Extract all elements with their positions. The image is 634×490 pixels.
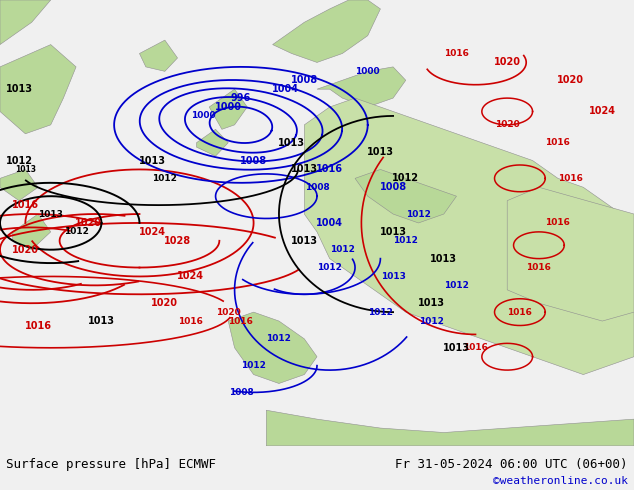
Text: 1016: 1016 <box>228 317 254 325</box>
Text: 1016: 1016 <box>526 263 552 272</box>
Text: 1016: 1016 <box>444 49 469 58</box>
Text: 1008: 1008 <box>228 388 254 397</box>
Text: 1016: 1016 <box>507 308 533 317</box>
Text: 1012: 1012 <box>406 210 431 219</box>
Polygon shape <box>355 170 456 223</box>
Text: 1004: 1004 <box>272 84 299 94</box>
Polygon shape <box>273 0 380 62</box>
Text: 1008: 1008 <box>291 75 318 85</box>
Text: ©weatheronline.co.uk: ©weatheronline.co.uk <box>493 476 628 486</box>
Text: 1013: 1013 <box>443 343 470 353</box>
Text: 1016: 1016 <box>545 219 571 227</box>
Text: 1016: 1016 <box>25 320 51 331</box>
Text: 1013: 1013 <box>380 227 406 237</box>
Text: 1008: 1008 <box>240 155 267 166</box>
Text: 1012: 1012 <box>266 334 292 343</box>
Text: 1012: 1012 <box>392 173 419 183</box>
Text: 1020: 1020 <box>75 218 102 228</box>
Text: 1013: 1013 <box>367 147 394 157</box>
Text: 1008: 1008 <box>380 182 406 192</box>
Text: 1012: 1012 <box>444 281 469 290</box>
Text: 1012: 1012 <box>368 308 393 317</box>
Text: 996: 996 <box>231 93 251 103</box>
Text: 1012: 1012 <box>63 227 89 236</box>
Text: Surface pressure [hPa] ECMWF: Surface pressure [hPa] ECMWF <box>6 458 216 471</box>
Text: 1020: 1020 <box>216 308 241 317</box>
Text: Fr 31-05-2024 06:00 UTC (06+00): Fr 31-05-2024 06:00 UTC (06+00) <box>395 458 628 471</box>
Polygon shape <box>0 170 38 201</box>
Polygon shape <box>266 410 634 446</box>
Text: 1013: 1013 <box>418 298 444 308</box>
Text: 1013: 1013 <box>278 138 305 147</box>
Text: 1016: 1016 <box>545 138 571 147</box>
Polygon shape <box>0 45 76 134</box>
Text: 1012: 1012 <box>152 174 178 183</box>
Polygon shape <box>228 312 317 384</box>
Text: 1000: 1000 <box>356 67 380 76</box>
Text: 1020: 1020 <box>495 121 520 129</box>
Text: 1013: 1013 <box>291 165 318 174</box>
Text: 1024: 1024 <box>139 227 165 237</box>
Text: 1013: 1013 <box>38 210 63 219</box>
Text: 1013: 1013 <box>430 254 457 264</box>
Polygon shape <box>0 0 51 45</box>
Text: 1012: 1012 <box>393 236 418 245</box>
Text: 1013: 1013 <box>15 165 36 174</box>
Text: 1012: 1012 <box>330 245 355 254</box>
Polygon shape <box>139 40 178 72</box>
Text: 1013: 1013 <box>88 316 115 326</box>
Text: 1020: 1020 <box>494 57 521 68</box>
Text: 1012: 1012 <box>6 155 32 166</box>
Text: 1013: 1013 <box>6 84 32 94</box>
Text: 1024: 1024 <box>177 271 204 281</box>
Text: 1028: 1028 <box>164 236 191 246</box>
Text: 1016: 1016 <box>12 200 39 210</box>
Text: 1016: 1016 <box>316 165 343 174</box>
Text: 1012: 1012 <box>241 361 266 370</box>
Polygon shape <box>317 67 406 107</box>
Polygon shape <box>209 89 247 129</box>
Polygon shape <box>13 214 51 250</box>
Polygon shape <box>197 129 228 156</box>
Text: 1020: 1020 <box>152 298 178 308</box>
Text: 1012: 1012 <box>317 263 342 272</box>
Text: 1016: 1016 <box>558 174 583 183</box>
Text: 1000: 1000 <box>215 102 242 112</box>
Text: 1013: 1013 <box>139 155 165 166</box>
Text: 1008: 1008 <box>304 183 330 192</box>
Text: 1013: 1013 <box>380 272 406 281</box>
Text: 1020: 1020 <box>12 245 39 255</box>
Text: 1004: 1004 <box>316 218 343 228</box>
Text: 1000: 1000 <box>191 111 215 121</box>
Text: 1020: 1020 <box>557 75 584 85</box>
Polygon shape <box>304 98 634 374</box>
Text: 1016: 1016 <box>463 343 488 352</box>
Text: 1013: 1013 <box>291 236 318 246</box>
Polygon shape <box>507 187 634 321</box>
Text: 1024: 1024 <box>589 106 616 117</box>
Text: 1012: 1012 <box>418 317 444 325</box>
Text: 1016: 1016 <box>178 317 203 325</box>
